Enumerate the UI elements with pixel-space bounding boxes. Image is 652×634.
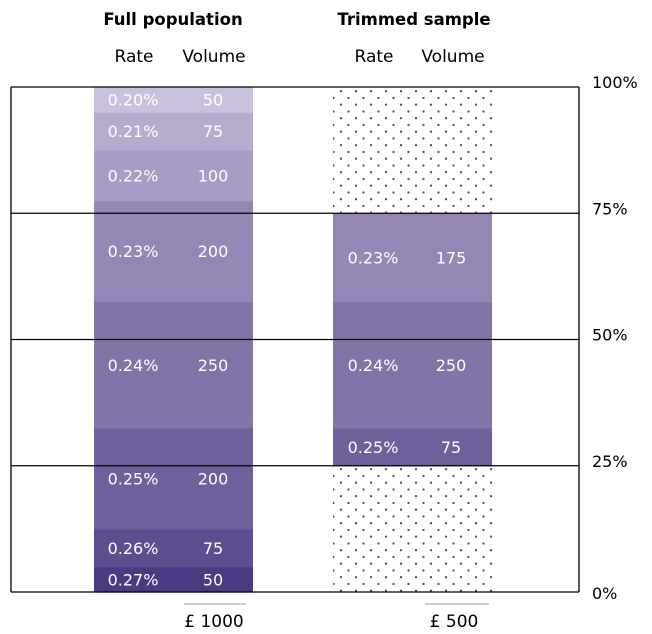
full-population-segment-rate: 0.27%: [108, 570, 159, 589]
full-population-segment-volume: 75: [203, 122, 223, 141]
full-population-segment-volume: 50: [203, 570, 223, 589]
trimmed-sample-segment-volume: 175: [436, 248, 467, 267]
full-population-segment: [94, 87, 253, 113]
full-population-segment-rate: 0.24%: [108, 356, 159, 375]
trimmed-sample-segment-rate: 0.24%: [348, 356, 399, 375]
y-tick-label: 25%: [592, 452, 628, 471]
trimmed-sample-segment: [333, 213, 492, 303]
trimmed-sample-excluded-lower: [333, 465, 492, 592]
full-population-segment-volume: 75: [203, 539, 223, 558]
full-population-total: £ 1000: [184, 612, 243, 632]
y-tick-label: 50%: [592, 326, 628, 345]
full-population-volume-header: Volume: [182, 47, 245, 67]
trimmed-sample-segment: [333, 301, 492, 429]
full-population-segment: [94, 200, 253, 303]
full-population-rate-header: Rate: [115, 47, 154, 67]
trimmed-sample-rate-header: Rate: [355, 47, 394, 67]
full-population-segment: [94, 427, 253, 530]
full-population-title: Full population: [103, 10, 242, 29]
y-tick-label: 75%: [592, 199, 628, 218]
y-axis-ticks: 0% 25% 50% 75% 100%: [592, 73, 638, 603]
full-population-segment-volume: 250: [198, 356, 229, 375]
full-population-segment: [94, 301, 253, 429]
full-population-segment-volume: 200: [198, 242, 229, 261]
full-population-segment-volume: 200: [198, 469, 229, 488]
trimmed-sample-segment-rate: 0.23%: [348, 248, 399, 267]
trimmed-sample-title: Trimmed sample: [337, 10, 490, 29]
trimmed-sample-segment: [333, 427, 492, 467]
full-population-segment: [94, 150, 253, 202]
bars-group: 0.27% 50 0.26% 75 0.25% 200 0.24% 250 0.23% 200 0.…: [94, 87, 492, 593]
full-population-segment-rate: 0.25%: [108, 469, 159, 488]
y-tick-label: 0%: [592, 584, 617, 603]
full-population-segment-rate: 0.22%: [108, 166, 159, 185]
y-tick-label: 100%: [592, 73, 638, 92]
full-population-segment-volume: 100: [198, 166, 229, 185]
trimmed-sample-segment-volume: 75: [441, 438, 461, 457]
full-population-segment-rate: 0.21%: [108, 122, 159, 141]
full-population-segment: [94, 528, 253, 568]
trimmed-sample-segment-rate: 0.25%: [348, 438, 399, 457]
full-population-segment: [94, 112, 253, 151]
trimmed-sample-segment-volume: 250: [436, 356, 467, 375]
full-population-segment-volume: 50: [203, 91, 223, 110]
full-population-segment: [94, 566, 253, 593]
trimmed-sample-total: £ 500: [430, 612, 479, 632]
full-population-segment-rate: 0.26%: [108, 539, 159, 558]
trimmed-sample-excluded-upper: [333, 87, 492, 214]
trimmed-sample-volume-header: Volume: [421, 47, 484, 67]
percentile-lines: [10, 86, 580, 593]
full-population-segment-rate: 0.20%: [108, 91, 159, 110]
full-population-segment-rate: 0.23%: [108, 242, 159, 261]
